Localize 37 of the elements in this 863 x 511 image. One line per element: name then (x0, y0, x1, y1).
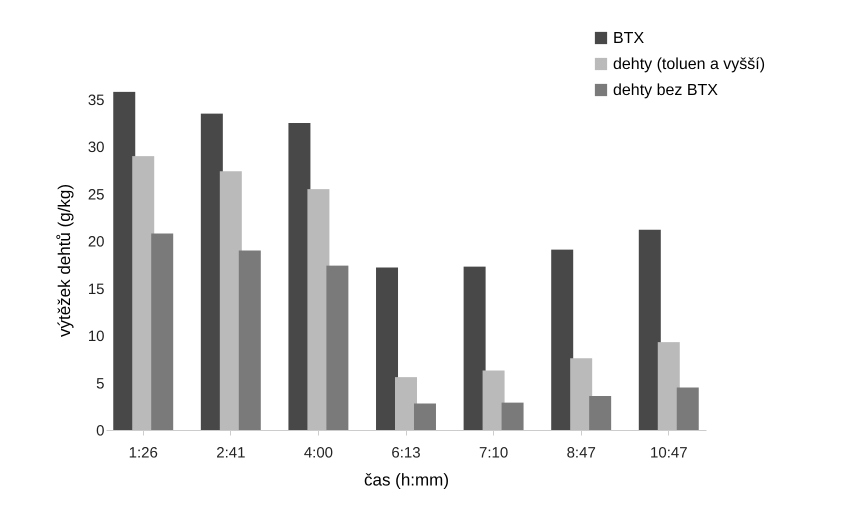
bar (151, 234, 174, 430)
bar (658, 342, 680, 430)
legend-label: dehty (toluen a vyšší) (613, 56, 766, 73)
bar (395, 377, 417, 430)
bar (570, 358, 592, 430)
y-tick-label: 35 (88, 92, 104, 109)
y-tick-label: 30 (88, 139, 104, 156)
legend-label: dehty bez BTX (613, 82, 718, 99)
y-tick-label: 25 (88, 186, 104, 204)
bar (326, 266, 348, 430)
x-tick-label: 8:47 (566, 444, 596, 462)
legend-label: BTX (613, 30, 644, 47)
x-tick-label: 1:26 (128, 444, 158, 462)
bar (482, 370, 505, 430)
bar (676, 388, 699, 430)
bar (551, 250, 574, 430)
x-tick-label: 6:13 (391, 444, 421, 462)
x-axis-title: čas (h:mm) (364, 470, 449, 490)
bar (502, 402, 524, 430)
y-tick-label: 0 (96, 422, 104, 440)
x-tick-label: 7:10 (478, 444, 508, 462)
x-tick-label: 4:00 (304, 444, 334, 462)
y-tick-label: 10 (88, 328, 104, 346)
bar (464, 266, 486, 430)
y-tick-label: 5 (96, 375, 104, 392)
bar (220, 171, 242, 430)
x-tick-label: 10:47 (650, 444, 688, 462)
bar (307, 189, 330, 430)
y-tick-label: 15 (88, 280, 104, 298)
bar (414, 404, 436, 430)
bar (376, 268, 398, 430)
bar (589, 396, 612, 430)
bar (638, 230, 661, 430)
y-axis-title: výtěžek dehtů (g/kg) (54, 184, 74, 338)
y-tick-label: 20 (88, 234, 104, 251)
x-tick-label: 2:41 (216, 444, 246, 462)
bar (238, 250, 261, 430)
